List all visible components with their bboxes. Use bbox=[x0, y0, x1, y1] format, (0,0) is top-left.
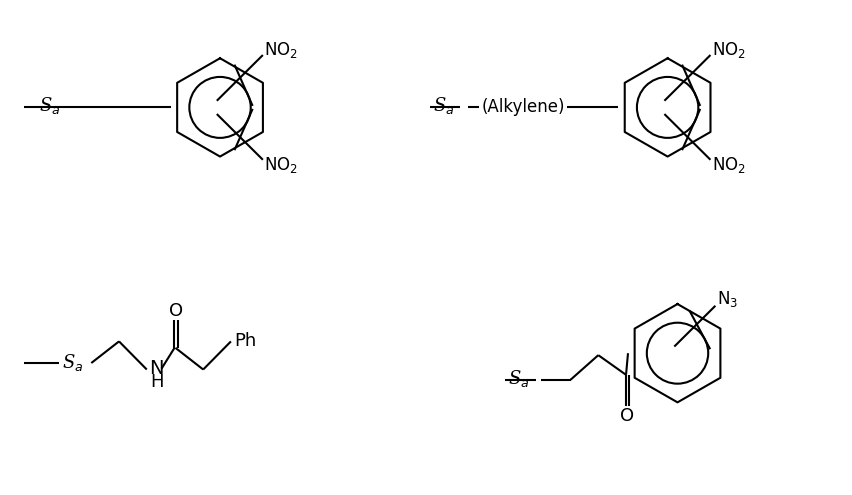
Text: H: H bbox=[151, 373, 164, 391]
Text: (Alkylene): (Alkylene) bbox=[481, 99, 565, 116]
Text: O: O bbox=[169, 301, 183, 319]
Text: Ph: Ph bbox=[234, 332, 256, 350]
Text: NO$_2$: NO$_2$ bbox=[264, 155, 298, 175]
Text: S$_a$: S$_a$ bbox=[508, 368, 530, 389]
Text: S$_a$: S$_a$ bbox=[61, 351, 83, 373]
Text: N$_3$: N$_3$ bbox=[717, 289, 738, 308]
Text: N: N bbox=[149, 359, 164, 378]
Text: NO$_2$: NO$_2$ bbox=[711, 155, 746, 175]
Text: O: O bbox=[620, 407, 635, 425]
Text: NO$_2$: NO$_2$ bbox=[711, 40, 746, 60]
Text: S$_a$: S$_a$ bbox=[433, 95, 454, 116]
Text: NO$_2$: NO$_2$ bbox=[264, 40, 298, 60]
Text: S$_a$: S$_a$ bbox=[39, 95, 60, 116]
